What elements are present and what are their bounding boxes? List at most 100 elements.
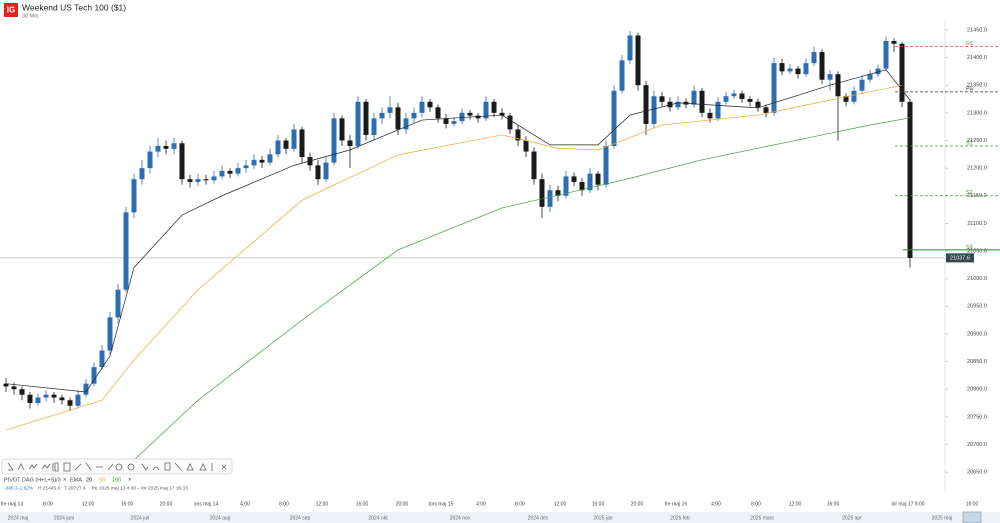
- ema-line: [5, 69, 911, 393]
- candle-body: [827, 74, 833, 80]
- candle-body: [715, 101, 721, 119]
- navigator-label: 2024 aug: [210, 515, 231, 521]
- candle-body: [67, 400, 73, 406]
- candle-body: [523, 140, 529, 152]
- candle-body: [43, 394, 49, 398]
- candle-body: [139, 168, 145, 180]
- ema-legend-item: 50: [99, 477, 105, 483]
- candle-body: [379, 112, 385, 119]
- candle-body: [115, 289, 121, 318]
- candle-body: [907, 101, 913, 258]
- toolbar[interactable]: [1, 458, 233, 475]
- candle-body: [819, 52, 825, 80]
- x-tick-label: 16:00: [356, 501, 369, 507]
- candle-body: [843, 96, 849, 102]
- candle-body: [27, 394, 33, 404]
- y-tick-label: 20650.0: [967, 470, 987, 476]
- candle-body: [219, 170, 225, 177]
- navigator[interactable]: [0, 512, 1000, 523]
- candle-body: [59, 397, 65, 401]
- navigator-label: 2025 feb: [670, 515, 690, 521]
- candle-body: [587, 173, 593, 191]
- candle-body: [643, 85, 649, 124]
- candle-body: [675, 101, 681, 108]
- candle-body: [563, 176, 569, 196]
- y-tick-label: 20700.0: [967, 442, 987, 448]
- x-tick-label: 12:00: [789, 501, 802, 507]
- plot: [0, 31, 945, 461]
- y-tick-label: 21300.0: [967, 110, 987, 116]
- navigator-label: 2024 sep: [290, 515, 311, 521]
- y-tick-label: 21200.0: [967, 166, 987, 172]
- candle-body: [515, 129, 521, 141]
- pivot-label: Piv: [966, 86, 974, 92]
- x-tick-label: 8:00: [515, 501, 525, 507]
- candle-body: [195, 179, 201, 182]
- candle-body: [899, 43, 905, 102]
- candle-body: [203, 179, 209, 181]
- candle-body: [163, 146, 169, 149]
- pivot-label: R1: [966, 41, 973, 47]
- candle-body: [371, 118, 377, 135]
- candle-body: [803, 63, 809, 75]
- x-tick-label: 4:00: [711, 501, 721, 507]
- toolbar-box: [1, 458, 233, 475]
- candle-body: [91, 367, 97, 384]
- candle-body: [323, 162, 329, 180]
- candle-body: [579, 181, 585, 191]
- candle-body: [867, 74, 873, 80]
- x-tick-label: 4:00: [240, 501, 250, 507]
- candle-body: [723, 96, 729, 102]
- legend-close: ×: [63, 478, 67, 484]
- info-text: T 20727.4: [64, 485, 86, 491]
- candle-body: [259, 159, 265, 163]
- x-tick-label: 20:00: [396, 501, 409, 507]
- candle-body: [555, 190, 561, 196]
- candle-body: [467, 112, 473, 116]
- logo: [4, 3, 18, 17]
- navigator-label: 2024 nov: [450, 515, 471, 521]
- candle-body: [403, 118, 409, 130]
- y-tick-label: 21100.0: [967, 221, 986, 227]
- x-tick-label: 16:00: [966, 501, 979, 507]
- y-tick-label: 20750.0: [967, 414, 987, 420]
- info-text: fre 2025 maj 13 4:30 – lör 2025 maj 17 1…: [92, 485, 188, 491]
- candle-body: [395, 107, 401, 130]
- navigator-label: 2024 juni: [54, 515, 74, 521]
- candle-body: [451, 121, 457, 124]
- ema-legend-item: 20: [86, 477, 92, 483]
- candle-body: [435, 107, 441, 119]
- candle-body: [179, 143, 185, 180]
- candle-body: [315, 165, 321, 180]
- candle-body: [771, 63, 777, 113]
- candle-body: [635, 35, 641, 86]
- candle-body: [347, 140, 353, 147]
- navigator-label: 2024 juli: [131, 515, 150, 521]
- candle-body: [811, 52, 817, 64]
- candle-body: [571, 176, 577, 182]
- candle-body: [227, 170, 233, 174]
- logo-text: IG: [7, 6, 15, 15]
- candle-body: [739, 93, 745, 100]
- candle-body: [659, 96, 665, 102]
- candle-body: [387, 107, 393, 113]
- y-tick-label: 21150.0: [967, 193, 986, 199]
- candle-body: [155, 146, 161, 152]
- candle-body: [355, 101, 361, 147]
- candle-body: [459, 112, 465, 122]
- navigator-label: 2025 maj: [932, 515, 953, 521]
- candle-body: [795, 68, 801, 75]
- x-tick-label: 20:00: [160, 501, 173, 507]
- x-tick-label: 16:00: [121, 501, 134, 507]
- candle-body: [491, 101, 497, 113]
- pivot-label: S1: [966, 140, 973, 146]
- y-tick-label: 20850.0: [967, 359, 987, 365]
- navigator-label: 2024 dec: [528, 515, 549, 521]
- candle-body: [131, 179, 137, 213]
- candle-body: [235, 168, 241, 174]
- y-tick-label: 21050.0: [967, 248, 987, 254]
- candle-body: [507, 115, 513, 130]
- navigator-handle[interactable]: [962, 511, 982, 523]
- candle-body: [3, 383, 9, 387]
